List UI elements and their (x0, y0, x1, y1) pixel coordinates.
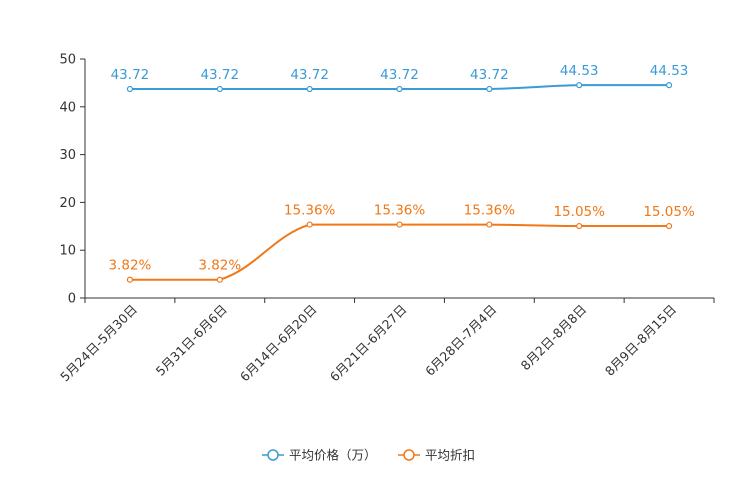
data-point (306, 221, 313, 228)
data-label: 15.36% (374, 203, 426, 219)
legend[interactable]: 平均价格（万） 平均折扣 (262, 448, 475, 463)
legend-item-0[interactable]: 平均价格（万） (262, 448, 377, 463)
data-label: 44.53 (650, 63, 689, 79)
data-label: 3.82% (108, 258, 151, 274)
y-tick-label: 0 (68, 292, 76, 307)
legend-marker-icon (403, 449, 415, 461)
data-label: 43.72 (290, 67, 329, 83)
x-tick-label: 5月31日-6月6日 (153, 302, 230, 379)
data-label: 43.72 (470, 67, 509, 83)
y-tick-label: 30 (59, 148, 76, 163)
y-tick-label: 20 (59, 196, 76, 211)
data-label: 15.05% (553, 204, 605, 220)
data-point (486, 221, 493, 228)
data-point (396, 85, 403, 93)
x-tick-label: 6月28日-7月4日 (422, 302, 499, 379)
data-point (306, 85, 313, 93)
data-point (576, 222, 583, 230)
data-label: 43.72 (380, 67, 419, 83)
data-point (216, 85, 223, 93)
data-point (576, 82, 583, 89)
data-point (486, 85, 493, 93)
data-point (665, 82, 673, 89)
x-tick-label: 8月2日-8月8日 (518, 302, 590, 374)
data-label: 15.36% (464, 203, 516, 219)
data-labels: 43.72 43.72 43.72 43.72 43.72 44.53 44.53 3.82%… (108, 63, 694, 274)
y-tick-label: 10 (59, 244, 76, 259)
data-point (396, 221, 403, 228)
series-lines (126, 82, 673, 283)
data-point (665, 222, 673, 230)
legend-label: 平均折扣 (425, 448, 475, 463)
data-label: 43.72 (111, 67, 150, 83)
x-tick-label: 5月24日-5月30日 (57, 302, 140, 385)
x-tick-label: 8月9日-8月15日 (602, 302, 679, 379)
data-label: 15.36% (284, 203, 336, 219)
data-label: 43.72 (200, 67, 239, 83)
data-point (126, 85, 134, 93)
legend-marker-icon (267, 449, 279, 461)
y-tick-label: 40 (59, 100, 76, 115)
data-label: 3.82% (198, 258, 241, 274)
x-tick-label: 6月14日-6月20日 (237, 302, 320, 385)
legend-label: 平均价格（万） (289, 448, 377, 463)
data-label: 15.05% (643, 204, 695, 220)
y-tick-label: 50 (59, 53, 76, 68)
data-label: 44.53 (560, 63, 599, 79)
x-tick-label: 6月21日-6月27日 (327, 302, 410, 385)
data-point (126, 276, 134, 283)
data-point (216, 276, 223, 283)
legend-item-1[interactable]: 平均折扣 (398, 448, 475, 463)
